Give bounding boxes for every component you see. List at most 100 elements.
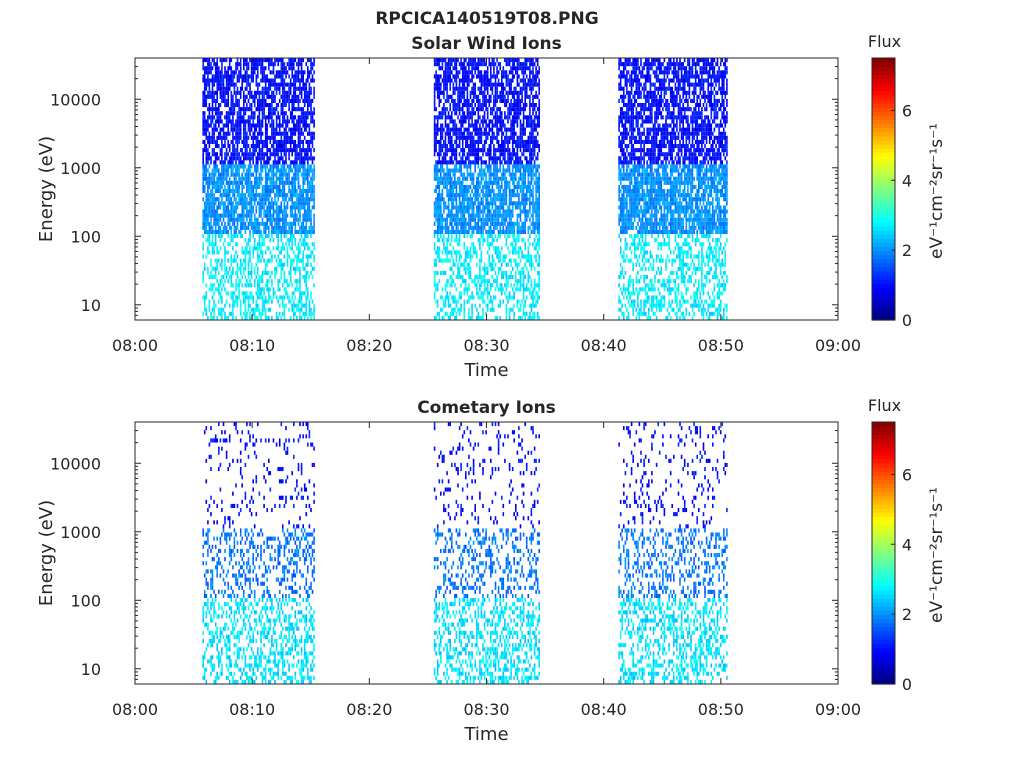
flux-cell [228,193,231,198]
flux-cell [507,94,509,99]
flux-cell [313,148,315,153]
flux-cell [471,98,473,103]
flux-cell [455,168,458,173]
flux-cell [250,144,253,149]
flux-cell [218,213,220,218]
flux-cell [477,213,480,218]
flux-cell [474,127,476,132]
flux-cell [446,127,448,132]
flux-cell [488,172,491,177]
flux-cell [472,111,475,116]
flux-cell [436,283,439,288]
flux-cell [299,119,301,124]
flux-cell [302,107,304,112]
flux-cell [280,275,283,280]
flux-cell [219,213,222,218]
flux-cell [490,111,492,116]
flux-cell [289,131,292,136]
flux-cell [460,180,462,185]
flux-cell [264,225,267,230]
flux-cell [260,90,262,95]
flux-cell [278,98,281,103]
flux-cell [261,58,264,63]
flux-cell [310,135,312,140]
flux-cell [286,250,289,255]
flux-cell [494,98,497,103]
flux-cell [213,148,215,153]
flux-cell [246,94,248,99]
flux-cell [238,131,240,136]
flux-cell [294,201,297,206]
flux-cell [213,127,215,132]
flux-cell [483,98,486,103]
flux-cell [471,119,473,124]
flux-cell [260,66,262,71]
flux-cell [447,111,450,116]
flux-cell [263,90,265,95]
flux-cell [257,303,259,308]
flux-cell [252,66,254,71]
flux-cell [296,287,298,292]
flux-cell [458,205,461,210]
flux-cell [213,98,215,103]
flux-cell [455,160,458,165]
flux-cell [213,184,215,189]
flux-cell [249,131,251,136]
flux-cell [230,295,233,300]
flux-cell [486,234,489,239]
flux-cell [258,275,261,280]
flux-cell [451,266,453,271]
flux-cell [302,225,304,230]
flux-cell [219,238,222,243]
flux-cell [446,258,448,263]
flux-cell [269,58,272,63]
flux-cell [476,197,478,202]
flux-cell [243,311,245,316]
flux-cell [297,266,300,271]
flux-cell [244,131,247,136]
flux-cell [490,148,492,153]
flux-cell [299,86,301,91]
flux-cell [440,213,442,218]
flux-cell [285,229,287,234]
flux-cell [203,78,206,83]
flux-cell [494,74,497,79]
flux-cell [205,66,208,71]
flux-cell [264,262,267,267]
flux-cell [447,127,450,132]
flux-cell [291,127,293,132]
flux-cell [261,189,264,194]
flux-cell [224,221,226,226]
flux-cell [283,148,286,153]
flux-cell [266,205,268,210]
flux-cell [258,107,261,112]
flux-cell [266,184,268,189]
flux-cell [479,103,481,108]
flux-cell [497,139,500,144]
flux-cell [268,86,270,91]
flux-cell [236,131,239,136]
flux-cell [239,279,242,284]
flux-cell [433,262,436,267]
flux-cell [474,184,476,189]
flux-cell [263,139,265,144]
flux-cell [269,238,272,243]
flux-cell [291,242,293,247]
flux-cell [203,172,206,177]
flux-cell [499,201,501,206]
flux-cell [469,94,472,99]
flux-cell [233,209,236,214]
flux-cell [296,307,298,312]
flux-cell [440,205,442,210]
flux-cell [260,180,262,185]
flux-cell [493,98,495,103]
flux-cell [268,315,270,320]
flux-cell [435,160,437,165]
flux-cell [235,131,237,136]
flux-cell [479,270,481,275]
flux-cell [296,193,298,198]
flux-cell [277,246,279,251]
flux-cell [449,189,451,194]
flux-cell [300,172,303,177]
flux-cell [219,262,222,267]
